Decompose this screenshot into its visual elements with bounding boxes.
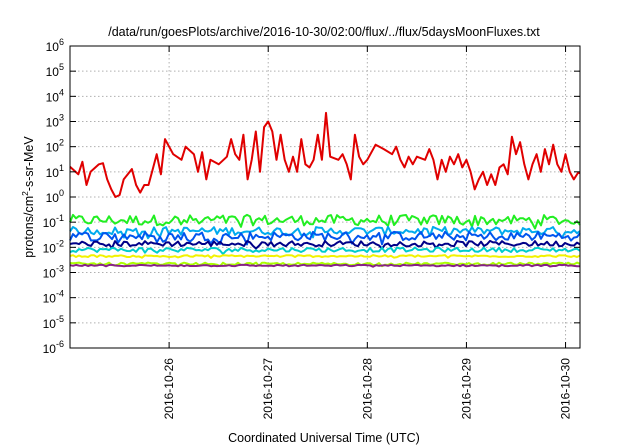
- y-tick-label: 102: [46, 138, 64, 155]
- y-tick-label: 10-2: [43, 238, 64, 255]
- series-line: [69, 239, 581, 250]
- x-axis-title: Coordinated Universal Time (UTC): [228, 431, 420, 445]
- series-group: [69, 111, 581, 268]
- series-line: [69, 213, 581, 230]
- x-ticks: 2016-10-26 2016-10-27 2016-10-28 2016-10-29…: [162, 46, 573, 420]
- gridlines: [70, 46, 580, 348]
- y-tick-label: 100: [46, 188, 64, 205]
- y-tick-label: 106: [46, 37, 64, 54]
- x-tick-label: 2016-10-28: [360, 358, 374, 420]
- series-line: [69, 263, 581, 268]
- y-ticks: 10-6 10-5 10-4 10-3 10-2 10-1 100 101 102 103 104 1…: [43, 37, 580, 356]
- y-axis-title-superscript: 2: [20, 191, 30, 196]
- x-tick-label: 2016-10-29: [459, 358, 473, 420]
- x-tick-label: 2016-10-27: [261, 358, 275, 420]
- y-axis-title-part1: protons/cm: [22, 196, 36, 258]
- y-axis-title-part2: -s-sr-MeV: [22, 136, 36, 192]
- y-tick-label: 104: [46, 87, 64, 104]
- y-tick-label: 10-6: [43, 339, 64, 356]
- x-tick-label: 2016-10-26: [162, 358, 176, 420]
- chart-title: /data/run/goesPlots/archive/2016-10-30/0…: [108, 25, 540, 39]
- series-line: [69, 225, 581, 240]
- y-axis-title: protons/cm2-s-sr-MeV: [20, 136, 36, 258]
- series-line: [69, 246, 581, 255]
- x-tick-label: 2016-10-30: [559, 358, 573, 420]
- series-line: [69, 261, 581, 268]
- series-line: [69, 111, 580, 198]
- y-tick-label: 10-3: [43, 264, 64, 281]
- y-tick-label: 103: [46, 113, 64, 130]
- y-tick-label: 10-5: [43, 314, 64, 331]
- y-tick-label: 10-1: [43, 213, 64, 230]
- y-tick-label: 10-4: [43, 289, 64, 306]
- y-tick-label: 101: [46, 163, 64, 180]
- y-tick-label: 105: [46, 62, 64, 79]
- series-line: [69, 254, 581, 259]
